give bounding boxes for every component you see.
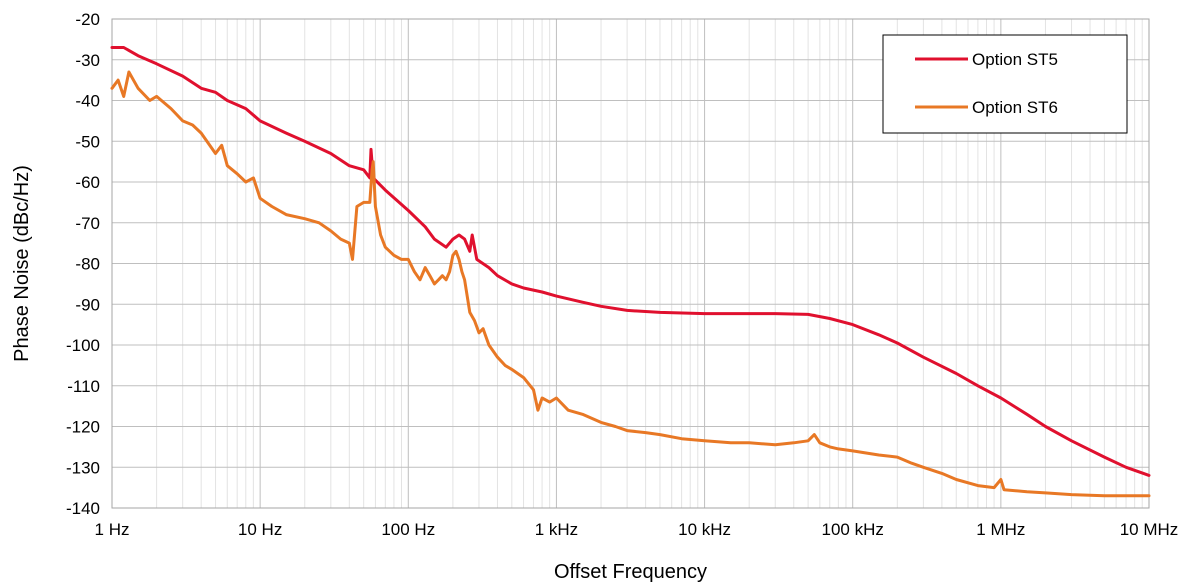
x-tick-label: 10 MHz xyxy=(1120,520,1179,539)
series-line-option-st6 xyxy=(112,72,1149,496)
y-axis-tick-labels: -20 -30 -40 -50 -60 -70 -80 -90 -100 -110 -120 -130… xyxy=(66,10,100,518)
y-tick-label: -20 xyxy=(75,10,100,29)
y-tick-label: -100 xyxy=(66,336,100,355)
legend-label-option-st6: Option ST6 xyxy=(972,98,1058,117)
x-tick-label: 1 Hz xyxy=(95,520,130,539)
x-tick-label: 10 kHz xyxy=(678,520,731,539)
y-tick-label: -80 xyxy=(75,255,100,274)
y-tick-label: -70 xyxy=(75,214,100,233)
y-tick-label: -50 xyxy=(75,132,100,151)
y-tick-label: -130 xyxy=(66,458,100,477)
y-axis-title: Phase Noise (dBc/Hz) xyxy=(11,165,33,362)
x-tick-label: 1 kHz xyxy=(535,520,578,539)
y-tick-label: -30 xyxy=(75,51,100,70)
legend-label-option-st5: Option ST5 xyxy=(972,50,1058,69)
x-tick-label: 100 Hz xyxy=(381,520,435,539)
y-tick-label: -90 xyxy=(75,295,100,314)
x-tick-label: 10 Hz xyxy=(238,520,282,539)
legend: Option ST5 Option ST6 xyxy=(883,35,1127,133)
y-tick-label: -140 xyxy=(66,499,100,518)
y-tick-label: -110 xyxy=(67,377,100,396)
x-axis-title: Offset Frequency xyxy=(554,561,707,583)
y-tick-label: -40 xyxy=(75,92,100,111)
y-tick-label: -120 xyxy=(66,418,100,437)
x-tick-label: 1 MHz xyxy=(976,520,1025,539)
y-tick-label: -60 xyxy=(75,173,100,192)
x-axis-tick-labels: 1 Hz 10 Hz 100 Hz 1 kHz 10 kHz 100 kHz 1 MHz 10… xyxy=(95,520,1179,539)
x-tick-label: 100 kHz xyxy=(822,520,884,539)
